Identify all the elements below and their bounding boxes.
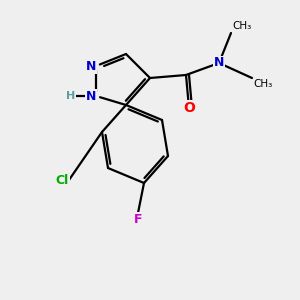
Text: CH₃: CH₃: [254, 80, 273, 89]
Text: H: H: [66, 91, 75, 101]
Text: N: N: [214, 56, 224, 70]
Text: O: O: [183, 101, 195, 115]
Text: N: N: [85, 59, 96, 73]
Text: CH₃: CH₃: [232, 22, 252, 32]
Text: Cl: Cl: [56, 173, 69, 187]
Text: N: N: [85, 89, 96, 103]
Text: F: F: [134, 213, 142, 226]
